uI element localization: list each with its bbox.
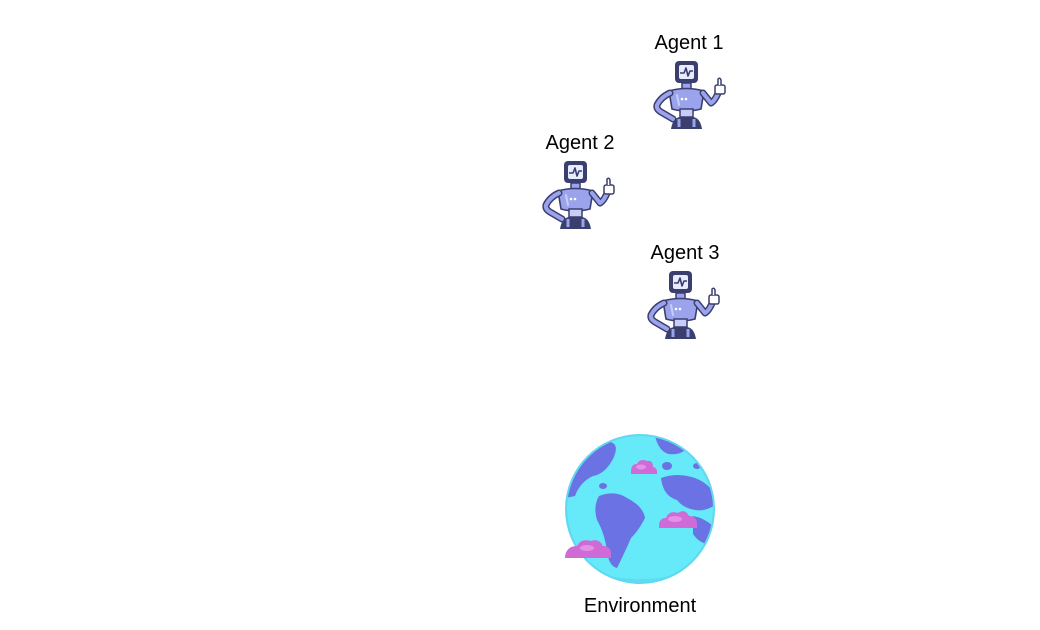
agent-1-label: Agent 1 (654, 32, 724, 54)
globe-icon (565, 434, 715, 584)
robot-icon (649, 59, 735, 139)
environment-label: Environment (583, 595, 697, 617)
agent-2-label: Agent 2 (545, 132, 615, 154)
robot-icon (643, 269, 729, 349)
robot-icon (538, 159, 624, 239)
agent-3-label: Agent 3 (650, 242, 720, 264)
